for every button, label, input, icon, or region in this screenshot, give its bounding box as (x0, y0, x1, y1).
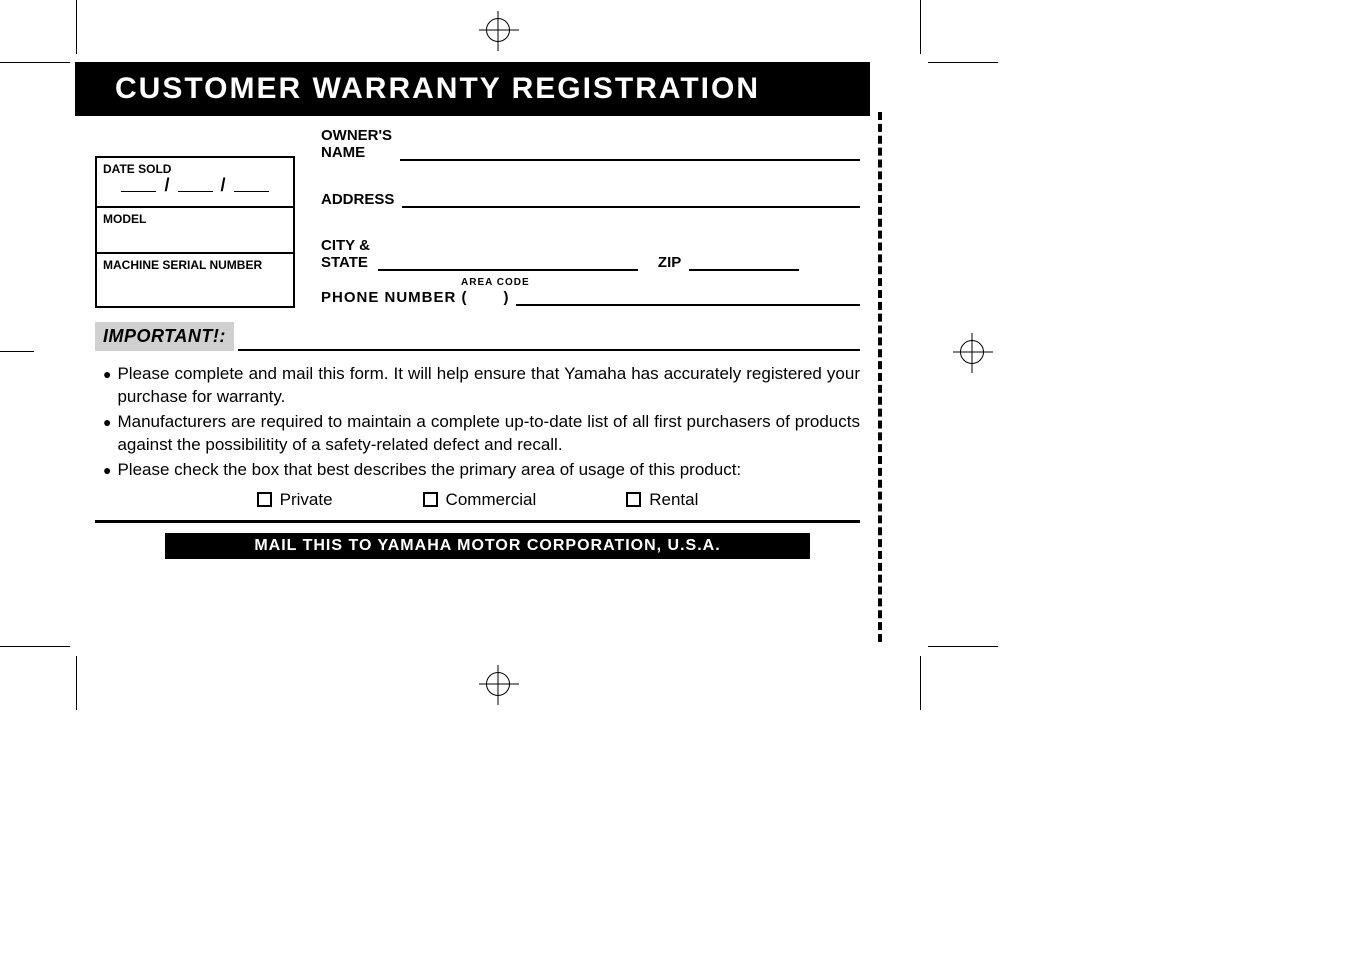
form-area: DATE SOLD / / MODEL MACHINE SERIAL NUMBE… (75, 128, 870, 308)
left-field-boxes: DATE SOLD / / MODEL MACHINE SERIAL NUMBE… (95, 156, 295, 308)
serial-label: MACHINE SERIAL NUMBER (103, 258, 287, 272)
crop-mark (76, 656, 77, 710)
checkbox-label: Rental (649, 490, 698, 510)
list-item: ● Manufacturers are required to maintain… (103, 411, 860, 457)
checkbox-rental[interactable]: Rental (626, 490, 698, 510)
checkbox-label: Private (280, 490, 333, 510)
address-row[interactable]: ADDRESS (321, 191, 860, 208)
mail-to-banner: MAIL THIS TO YAMAHA MOTOR CORPORATION, U… (165, 533, 810, 559)
list-item: ● Please complete and mail this form. It… (103, 363, 860, 409)
crop-mark (928, 62, 998, 63)
important-header: IMPORTANT!: (95, 322, 860, 351)
zip-label: ZIP (658, 254, 681, 271)
model-label: MODEL (103, 212, 287, 226)
warranty-card: CUSTOMER WARRANTY REGISTRATION DATE SOLD… (75, 62, 870, 559)
area-code-label: AREA CODE (461, 277, 530, 288)
checkbox-private[interactable]: Private (257, 490, 333, 510)
owner-name-label: OWNER'S NAME (321, 128, 392, 161)
input-line (378, 269, 638, 271)
bullet-text: Manufacturers are required to maintain a… (117, 411, 860, 457)
bullet-icon: ● (103, 459, 111, 482)
owner-name-row[interactable]: OWNER'S NAME (321, 128, 860, 161)
input-line (689, 269, 799, 271)
list-item: ● Please check the box that best describ… (103, 459, 860, 482)
phone-row[interactable]: AREA CODE PHONE NUMBER ( ) (321, 289, 860, 306)
right-fields: OWNER'S NAME ADDRESS CITY & STATE ZIP AR… (295, 128, 870, 308)
registration-mark (960, 340, 984, 364)
perforation-line (878, 112, 882, 642)
city-state-zip-row[interactable]: CITY & STATE ZIP (321, 238, 860, 271)
checkbox-icon (257, 492, 272, 507)
input-line (516, 304, 860, 306)
checkbox-icon (423, 492, 438, 507)
bullet-text: Please check the box that best describes… (117, 459, 741, 482)
crop-mark (76, 0, 77, 54)
divider-line (238, 349, 860, 351)
bullet-icon: ● (103, 411, 111, 457)
phone-label: PHONE NUMBER (321, 289, 456, 306)
crop-mark (0, 351, 34, 352)
checkbox-icon (626, 492, 641, 507)
checkbox-label: Commercial (446, 490, 537, 510)
input-line (400, 159, 860, 161)
crop-mark (920, 0, 921, 54)
city-state-label: CITY & STATE (321, 238, 370, 271)
divider-line (95, 520, 860, 523)
crop-mark (0, 646, 70, 647)
important-section: IMPORTANT!: ● Please complete and mail t… (75, 322, 870, 559)
important-label: IMPORTANT!: (95, 322, 234, 351)
crop-mark (928, 646, 998, 647)
bullet-text: Please complete and mail this form. It w… (117, 363, 860, 409)
registration-mark (486, 18, 510, 42)
registration-mark (486, 672, 510, 696)
checkbox-commercial[interactable]: Commercial (423, 490, 537, 510)
address-label: ADDRESS (321, 191, 394, 208)
bullet-list: ● Please complete and mail this form. It… (95, 363, 860, 482)
date-sold-label: DATE SOLD (103, 162, 287, 176)
date-input-line: / / (103, 178, 287, 192)
bullet-icon: ● (103, 363, 111, 409)
crop-mark (920, 656, 921, 710)
page-title: CUSTOMER WARRANTY REGISTRATION (75, 62, 870, 116)
serial-box[interactable]: MACHINE SERIAL NUMBER (95, 252, 295, 308)
date-sold-box[interactable]: DATE SOLD / / (95, 156, 295, 206)
checkbox-row: Private Commercial Rental (95, 490, 860, 510)
model-box[interactable]: MODEL (95, 206, 295, 252)
crop-mark (0, 62, 70, 63)
input-line (402, 206, 860, 208)
